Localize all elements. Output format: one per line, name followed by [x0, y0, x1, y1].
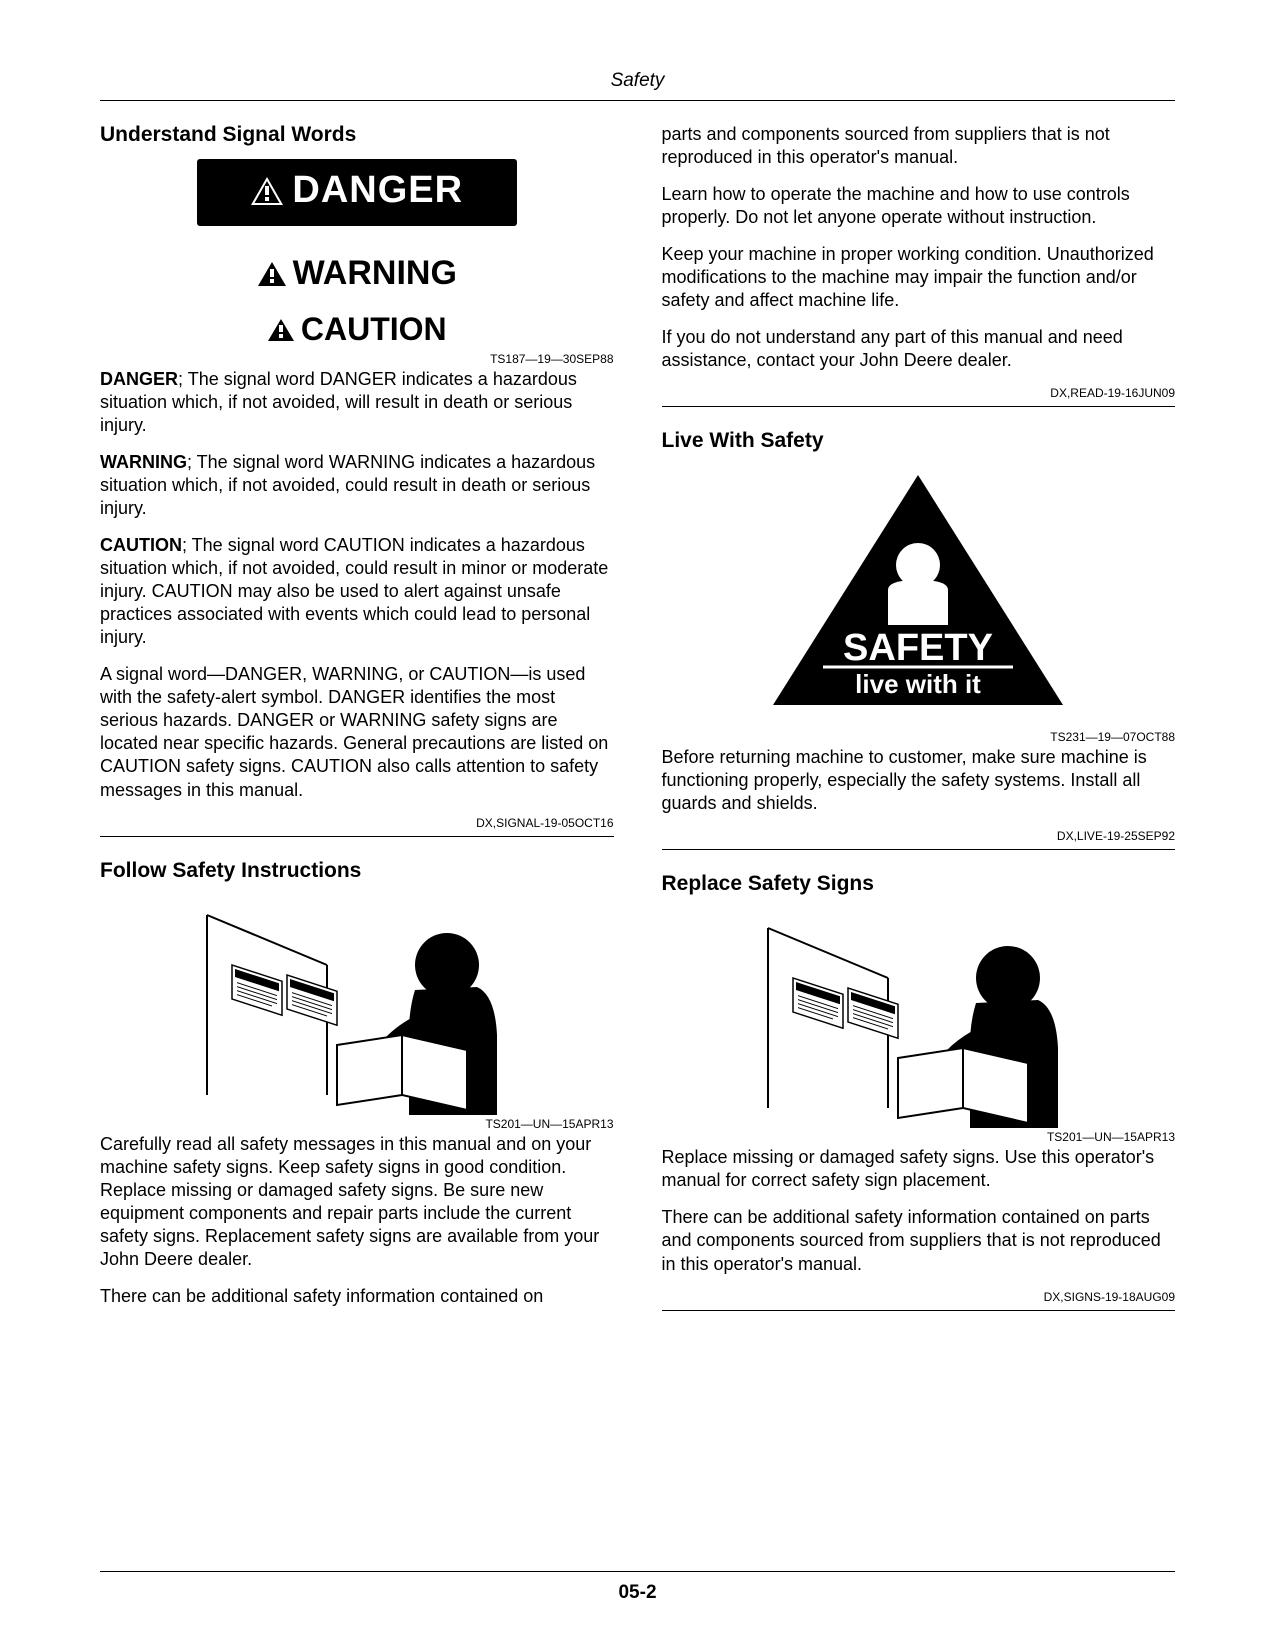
page-number: 05-2	[618, 1582, 656, 1603]
live-with-safety-title: Live With Safety	[662, 429, 1176, 453]
replace-signs-p1: Replace missing or damaged safety signs.…	[662, 1146, 1176, 1192]
caution-label: CAUTION	[301, 311, 447, 348]
signal-words-title: Understand Signal Words	[100, 123, 614, 147]
alert-triangle-icon	[250, 176, 284, 206]
replace-signs-p2: There can be additional safety informati…	[662, 1206, 1176, 1275]
alert-triangle-icon	[257, 261, 287, 287]
read-ref-code: DX,READ-19-16JUN09	[662, 386, 1176, 400]
follow-safety-p1: Carefully read all safety messages in th…	[100, 1133, 614, 1271]
right-top-p1: parts and components sourced from suppli…	[662, 123, 1176, 169]
follow-safety-title: Follow Safety Instructions	[100, 859, 614, 883]
section-divider	[662, 406, 1176, 407]
section-divider	[100, 836, 614, 837]
page-header: Safety	[100, 70, 1175, 101]
signal-words-ref: DX,SIGNAL-19-05OCT16	[100, 816, 614, 830]
two-column-layout: Understand Signal Words DANGER WARNING	[100, 123, 1175, 1322]
live-safety-p1: Before returning machine to customer, ma…	[662, 746, 1176, 815]
follow-safety-p2: There can be additional safety informati…	[100, 1285, 614, 1308]
svg-text:SAFETY: SAFETY	[843, 627, 993, 669]
header-title: Safety	[611, 70, 665, 91]
live-safety-img-code: TS231—19—07OCT88	[662, 730, 1176, 744]
svg-text:live with it: live with it	[855, 669, 981, 699]
danger-label: DANGER	[292, 169, 463, 212]
caution-sign: CAUTION	[100, 311, 614, 348]
danger-sign: DANGER	[197, 159, 517, 226]
caution-definition: CAUTION; The signal word CAUTION indicat…	[100, 534, 614, 649]
danger-definition: DANGER; The signal word DANGER indicates…	[100, 368, 614, 437]
alert-triangle-icon	[267, 318, 295, 342]
right-column: parts and components sourced from suppli…	[662, 123, 1176, 1322]
replace-signs-title: Replace Safety Signs	[662, 872, 1176, 896]
section-divider	[662, 1310, 1176, 1311]
replace-signs-img-code: TS201—UN—15APR13	[662, 1130, 1176, 1144]
warning-sign: WARNING	[100, 254, 614, 293]
warning-label: WARNING	[293, 254, 457, 293]
left-column: Understand Signal Words DANGER WARNING	[100, 123, 614, 1322]
person-reading-manual-icon	[718, 908, 1118, 1128]
safety-triangle-graphic: SAFETY live with it	[662, 465, 1176, 720]
replace-signs-ref: DX,SIGNS-19-18AUG09	[662, 1290, 1176, 1304]
right-top-p4: If you do not understand any part of thi…	[662, 326, 1176, 372]
warning-definition: WARNING; The signal word WARNING indicat…	[100, 451, 614, 520]
live-safety-ref: DX,LIVE-19-25SEP92	[662, 829, 1176, 843]
section-divider	[662, 849, 1176, 850]
right-top-p3: Keep your machine in proper working cond…	[662, 243, 1176, 312]
follow-safety-img-code: TS201—UN—15APR13	[100, 1117, 614, 1131]
right-top-p2: Learn how to operate the machine and how…	[662, 183, 1176, 229]
signal-word-summary: A signal word—DANGER, WARNING, or CAUTIO…	[100, 663, 614, 801]
person-reading-manual-icon	[157, 895, 557, 1115]
signal-words-img-code: TS187—19—30SEP88	[100, 352, 614, 366]
page-footer: 05-2	[100, 1571, 1175, 1604]
